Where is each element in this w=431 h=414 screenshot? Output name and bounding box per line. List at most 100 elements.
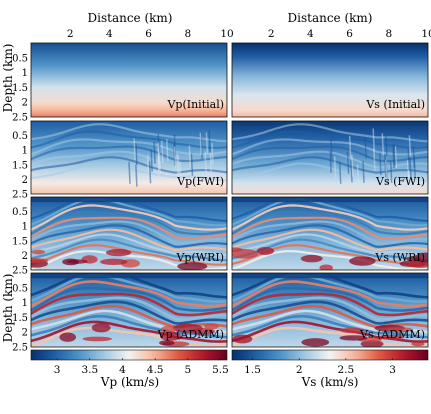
- depth-tick-label: 1: [22, 68, 28, 79]
- x-axis-title-left: Distance (km): [88, 11, 173, 25]
- velocity-layer: [31, 210, 227, 236]
- vp-colorbar: [30, 349, 228, 361]
- velocity-layer: [232, 292, 428, 317]
- panel-3-vp: Vp(WRI): [30, 196, 228, 271]
- depth-tick-label: 2.5: [12, 113, 28, 124]
- panel-background: [31, 43, 227, 117]
- artifact-streak: [157, 142, 160, 165]
- velocity-layer: [31, 198, 227, 227]
- panel-2-vp: Vp(FWI): [30, 120, 228, 195]
- velocity-layer: [31, 145, 227, 163]
- vp-colorbar-tick-label: 5: [184, 364, 191, 376]
- velocity-layer: [232, 224, 428, 248]
- panel-frame: [231, 120, 429, 195]
- velocity-anomaly: [411, 341, 425, 347]
- velocity-layer: [232, 204, 428, 231]
- x-tick-label: 6: [145, 28, 152, 40]
- velocity-layer: [31, 220, 227, 244]
- velocity-layer: [232, 300, 428, 325]
- velocity-layer: [31, 292, 227, 317]
- artifact-streak: [190, 153, 194, 176]
- velocity-layer: [31, 286, 227, 312]
- artifact-streak: [348, 135, 352, 158]
- artifact-streak: [407, 159, 410, 182]
- depth-tick-label: 2.5: [12, 190, 28, 201]
- velocity-layer: [31, 130, 227, 149]
- velocity-anomaly: [177, 262, 208, 270]
- depth-tick-label: 0.5: [12, 131, 28, 142]
- x-tick-label: 10: [220, 28, 233, 40]
- artifact-streak: [385, 160, 388, 183]
- velocity-layer: [31, 326, 227, 347]
- depth-tick-label: 0.5: [12, 283, 28, 294]
- panel-2-vs: Vs (FWI): [231, 120, 429, 195]
- water-layer: [232, 273, 428, 279]
- x-tick-label: 8: [385, 28, 392, 40]
- depth-tick-label: 1.5: [12, 236, 28, 247]
- panel-1-vs: Vs (Initial): [231, 42, 429, 118]
- artifact-streak: [330, 137, 333, 160]
- velocity-anomaly: [414, 252, 428, 263]
- velocity-layer: [232, 250, 428, 270]
- vs-colorbar-label: Vs (km/s): [301, 375, 359, 389]
- velocity-anomaly: [105, 249, 132, 257]
- artifact-streak: [208, 130, 211, 153]
- artifact-streak: [153, 141, 156, 164]
- vs-colorbar-tick-label: 2: [296, 364, 303, 376]
- x-tick-label: 10: [421, 28, 431, 40]
- velocity-anomaly: [340, 327, 365, 334]
- panel-4-vs: Vs (ADMM): [231, 272, 429, 348]
- x-tick-label: 4: [106, 28, 113, 40]
- depth-tick-label: 0.5: [12, 207, 28, 218]
- velocity-layer: [31, 228, 227, 252]
- artifact-streak: [150, 149, 153, 172]
- x-tick-label: 2: [268, 28, 275, 40]
- artifact-streak: [205, 132, 209, 155]
- panel-frame: [30, 120, 228, 195]
- top-tick-labels: 2 4 6 8 10 2 4 6 8 10: [67, 28, 431, 40]
- panel-frame: [231, 42, 429, 118]
- velocity-anomaly: [31, 249, 46, 255]
- velocity-layer: [232, 123, 428, 143]
- vp-colorbar-label: Vp (km/s): [100, 375, 159, 389]
- panel-frame: [231, 196, 429, 271]
- velocity-layer: [31, 204, 227, 231]
- velocity-layer: [232, 162, 428, 182]
- depth-tick-label: 1: [22, 222, 28, 233]
- velocity-anomaly: [204, 323, 219, 330]
- artifact-streak: [173, 146, 177, 169]
- artifact-streak: [389, 160, 393, 183]
- velocity-layer: [232, 280, 428, 308]
- depth-tick-label: 0.5: [12, 53, 28, 64]
- artifact-streak: [373, 148, 376, 171]
- depth-tick-label: 2: [22, 251, 28, 262]
- velocity-layer: [232, 216, 428, 240]
- artifact-streak: [412, 145, 416, 168]
- velocity-layer: [232, 296, 428, 321]
- velocity-layer: [31, 280, 227, 308]
- depth-tick-label: 2: [22, 328, 28, 339]
- vs-colorbar-tick-label: 1.5: [244, 364, 261, 376]
- depth-tick-labels: 0.5 1 1.5 2 2.5 0.5 1 1.5 2 2.5 0.5 1 1.5 2 2.5 0.5 1 1.5…: [12, 53, 28, 353]
- artifact-streak: [350, 160, 353, 183]
- vp-colorbar-tick-label: 5.5: [212, 364, 229, 376]
- depth-tick-label: 1: [22, 146, 28, 157]
- panel-4-vp: Vp (ADMM): [30, 272, 228, 348]
- velocity-anomaly: [91, 323, 111, 333]
- velocity-layer: [31, 138, 227, 156]
- velocity-layer: [232, 304, 428, 329]
- velocity-layer: [31, 274, 227, 303]
- vs-colorbar: [231, 349, 429, 361]
- artifact-streak: [161, 140, 164, 163]
- artifact-streak: [204, 151, 207, 174]
- artifact-streak: [379, 153, 382, 176]
- velocity-layer: [232, 210, 428, 236]
- velocity-layer: [232, 315, 428, 339]
- velocity-anomaly: [62, 258, 80, 266]
- artifact-streak: [329, 150, 332, 173]
- artifact-streak: [128, 161, 131, 184]
- velocity-anomaly: [319, 264, 333, 270]
- velocity-layer: [31, 150, 227, 169]
- depth-tick-label: 1.5: [12, 160, 28, 171]
